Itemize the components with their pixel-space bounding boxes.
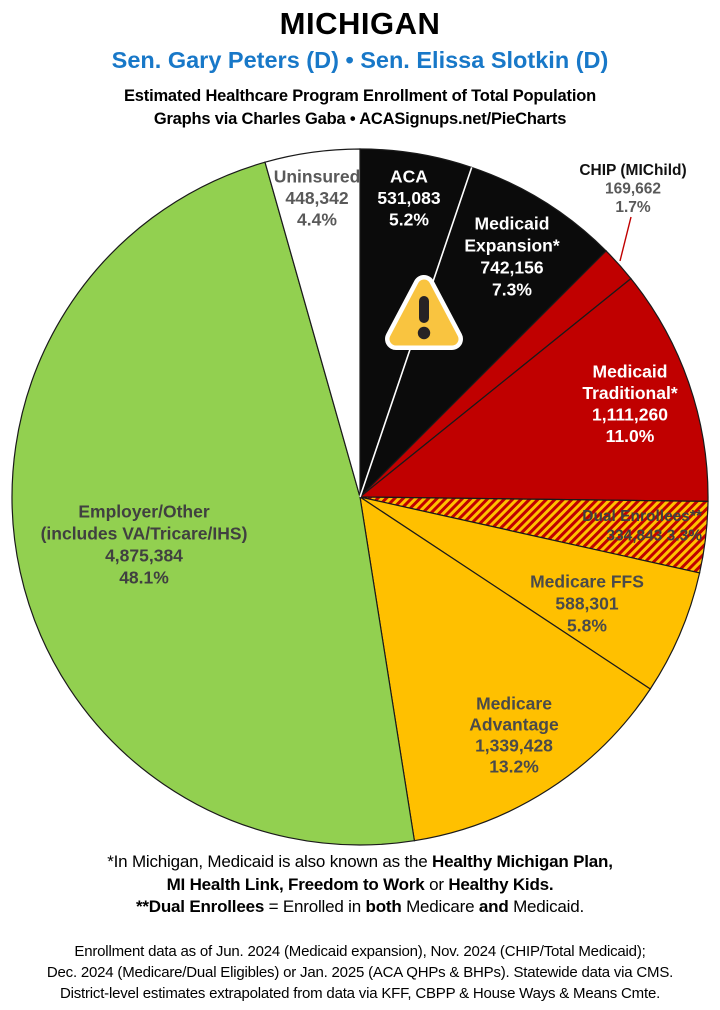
footnote-medicaid-names-cont: MI Health Link, Freedom to Work or Healt… [0, 874, 720, 897]
slice-label-medicaid_traditional-line-3: 1,111,260 [592, 405, 668, 425]
pie-slices [11, 148, 709, 846]
slice-label-medicare_ffs-line-2: 588,301 [555, 594, 619, 614]
footnote-segment: both [365, 897, 402, 916]
pie-slice-uninsured [264, 148, 361, 498]
slice-label-chip-line-2: 169,662 [605, 181, 661, 198]
slice-label-aca-line-3: 5.2% [389, 210, 429, 230]
slice-label-aca-line-1: ACA [390, 167, 428, 187]
footnote-segment: and [478, 897, 509, 916]
slice-label-medicaid_expansion-line-4: 7.3% [492, 280, 532, 300]
footnote-segment: or [424, 874, 449, 894]
slice-label-employer-line-2: (includes VA/Tricare/IHS) [41, 524, 248, 544]
slice-label-medicare_ffs-line-3: 5.8% [567, 616, 607, 636]
slice-label-medicaid_traditional-line-2: Traditional* [582, 383, 677, 403]
slice-label-medicaid_expansion-line-3: 742,156 [480, 258, 544, 278]
source-line-3: District-level estimates extrapolated fr… [59, 985, 661, 1002]
footnote-segment: = Enrolled in [264, 897, 366, 916]
slice-label-medicare_advantage-line-1: Medicare [476, 694, 552, 714]
slice-label-chip-line-1: CHIP (MIChild) [579, 162, 686, 179]
slice-label-dual-line-1: Dual Enrollees** [582, 508, 703, 525]
pie-slice-medicaid_traditional [358, 277, 709, 503]
pie-slice-employer [11, 161, 416, 846]
footnote-segment: MI Health Link, Freedom to Work [166, 874, 425, 894]
chip-leader-line [619, 216, 632, 262]
slice-label-medicare_ffs-line-1: Medicare FFS [530, 572, 644, 592]
slice-label-medicaid_traditional-line-1: Medicaid [593, 362, 668, 382]
footnote-dual-enrollees: **Dual Enrollees = Enrolled in both Medi… [0, 896, 720, 919]
pie-slice-medicare_advantage [359, 495, 652, 842]
slice-label-uninsured-line-2: 448,342 [285, 188, 349, 208]
slice-label-medicare_advantage-line-4: 13.2% [489, 757, 539, 777]
slice-label-medicaid_expansion-line-1: Medicaid [475, 214, 550, 234]
senators-line: Sen. Gary Peters (D) • Sen. Elissa Slotk… [111, 47, 609, 73]
slice-label-uninsured-line-3: 4.4% [297, 210, 337, 230]
warning-icon [385, 275, 463, 350]
slice-label-uninsured-line-1: Uninsured [274, 167, 361, 187]
slice-label-medicare_advantage-line-2: Advantage [469, 715, 559, 735]
slice-label-aca-line-2: 531,083 [377, 188, 441, 208]
subtitle-enrollment: Estimated Healthcare Program Enrollment … [124, 87, 596, 105]
source-line-1: Enrollment data as of Jun. 2024 (Medicai… [74, 943, 646, 960]
slice-label-employer-line-1: Employer/Other [78, 502, 209, 522]
footnote-segment: Healthy Kids. [448, 874, 554, 894]
footnotes-block: *In Michigan, Medicaid is also known as … [0, 851, 720, 919]
slice-label-medicare_advantage-line-3: 1,339,428 [475, 736, 553, 756]
footnote-segment: Medicaid. [508, 897, 585, 916]
slice-label-medicaid_expansion-line-2: Expansion* [464, 236, 559, 256]
source-note-block: Enrollment data as of Jun. 2024 (Medicai… [0, 941, 720, 1004]
subtitle-credit: Graphs via Charles Gaba • ACASignups.net… [153, 110, 567, 128]
footnote-segment: **Dual Enrollees [135, 897, 265, 916]
slice-label-dual-line-2: 334,843 3.3% [606, 528, 702, 545]
slice-label-medicaid_traditional-line-4: 11.0% [606, 426, 655, 446]
pie-slice-medicaid_expansion [359, 166, 607, 498]
footnote-segment: Healthy Michigan Plan, [432, 852, 613, 871]
footnote-segment: Medicare [401, 897, 479, 916]
footnote-segment: *In Michigan, Medicaid is also known as … [107, 852, 432, 871]
slice-label-chip-line-3: 1.7% [615, 199, 651, 216]
pie-slice-medicare_ffs [359, 496, 701, 690]
footnote-medicaid-names: *In Michigan, Medicaid is also known as … [0, 851, 720, 874]
source-line-2: Dec. 2024 (Medicare/Dual Eligibles) or J… [46, 964, 674, 981]
slice-label-employer-line-4: 48.1% [119, 568, 169, 588]
slice-label-employer-line-3: 4,875,384 [105, 546, 183, 566]
page-title: MICHIGAN [279, 6, 441, 41]
